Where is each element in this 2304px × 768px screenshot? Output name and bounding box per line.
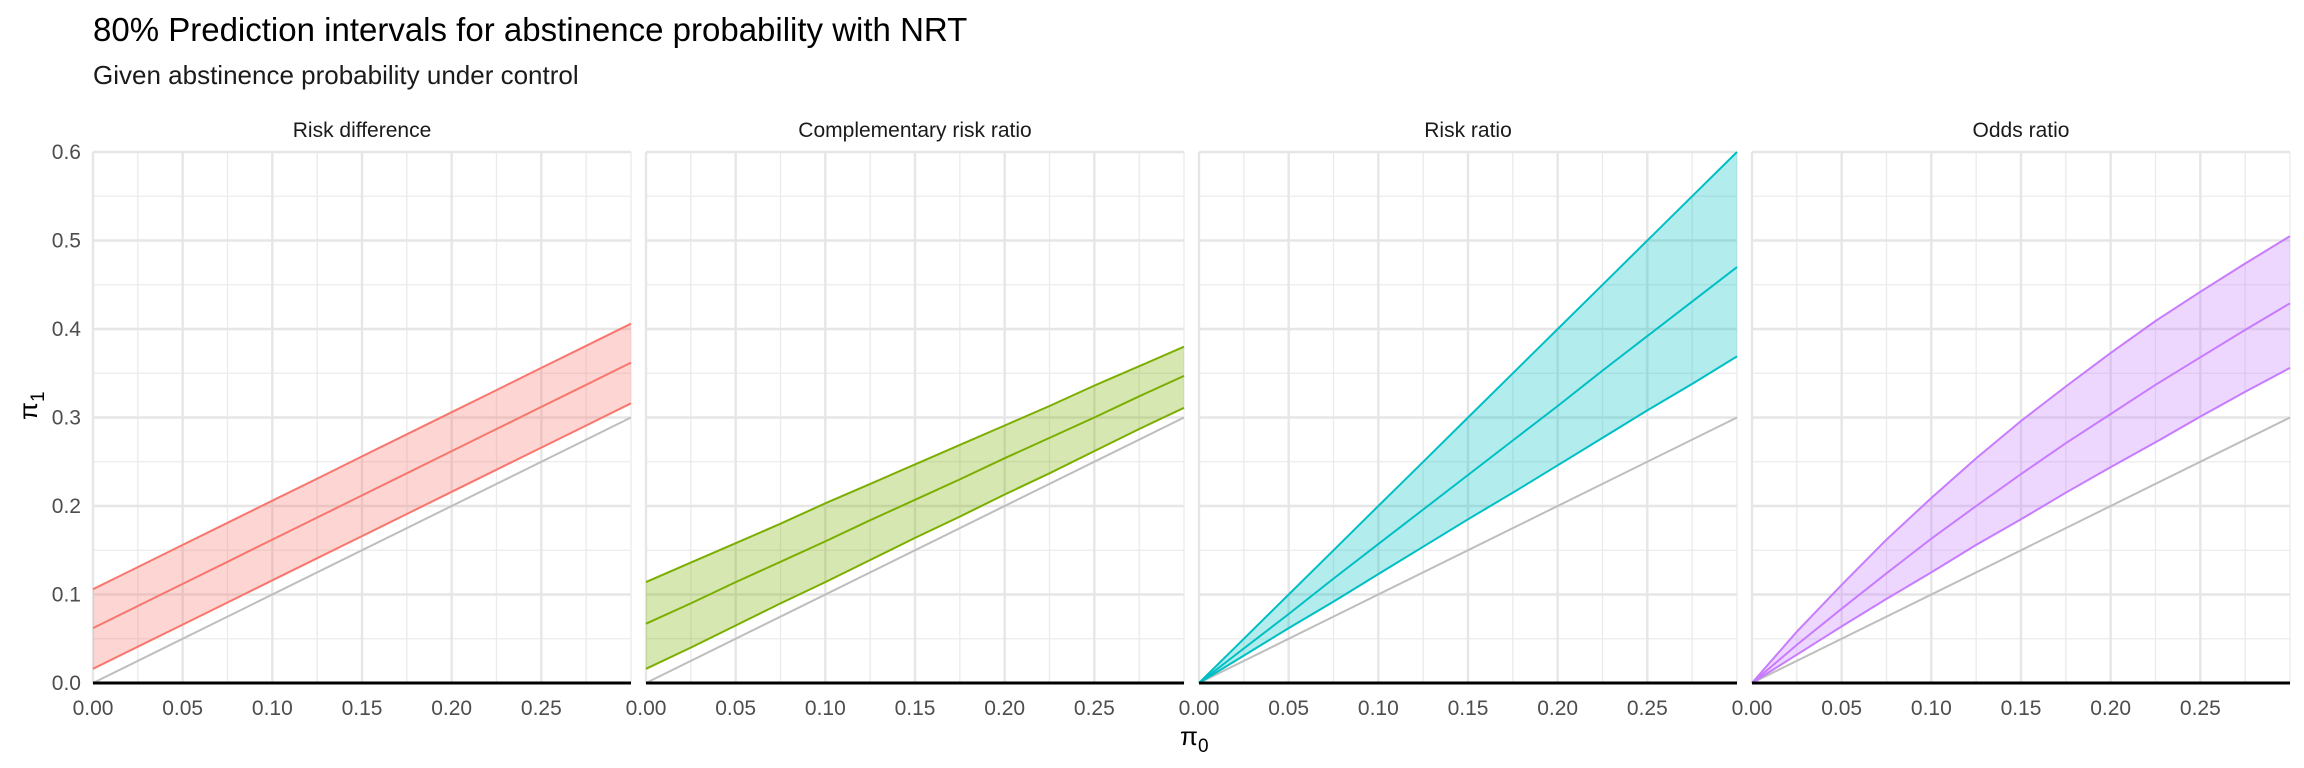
chart-subtitle: Given abstinence probability under contr… [93,60,579,90]
x-tick-label: 0.00 [1732,697,1773,720]
x-tick-label: 0.00 [1179,697,1220,720]
y-tick-label: 0.0 [52,672,81,695]
x-tick-label: 0.05 [715,697,756,720]
prediction-interval-band [1752,236,2290,683]
upper-bound-line [645,345,1185,584]
x-tick-label: 0.25 [2180,697,2221,720]
x-tick-label: 0.15 [2001,697,2042,720]
x-tick-label: 0.10 [1358,697,1399,720]
y-tick-label: 0.4 [52,318,82,341]
upper-bound-line [92,322,632,591]
upper-bound-line [1751,235,2291,684]
x-tick-label: 0.00 [626,697,667,720]
x-tick-label: 0.05 [162,697,203,720]
facet-panel-odds-ratio: Odds ratio 0.00 0.05 0.10 0.15 0.20 0.25 [1732,119,2291,720]
x-tick-label: 0.10 [805,697,846,720]
x-tick-label: 0.20 [431,697,472,720]
facet-panels: Risk difference 0.00 0.05 0.10 0.15 0.20 0.25 0… [52,119,2291,720]
upper-bound-line [1198,151,1738,684]
y-tick-label: 0.6 [52,141,81,164]
median-bound-line [1198,266,1738,684]
x-axis-title: π0 [1180,721,1209,757]
x-tick-label: 0.10 [1911,697,1952,720]
x-tick-label: 0.25 [1627,697,1668,720]
x-tick-label: 0.15 [895,697,936,720]
lower-bound-line [1198,355,1738,684]
facet-panel-complementary-risk-ratio: Complementary risk ratio 0.00 0.05 0.10 0.15… [626,119,1185,720]
y-tick-label: 0.1 [52,584,81,607]
median-bound-line [92,361,632,629]
lower-bound-line [1751,367,2291,684]
prediction-interval-band [646,346,1184,669]
x-tick-label: 0.25 [1074,697,1115,720]
identity-reference-line [645,416,1185,684]
facet-strip-label: Risk difference [293,119,432,142]
identity-reference-line [92,416,632,684]
facet-panel-risk-ratio: Risk ratio 0.00 0.05 0.10 0.15 0.20 0.25 [1179,119,1738,720]
median-bound-line [645,374,1185,625]
lower-bound-line [92,402,632,670]
identity-reference-line [1198,416,1738,684]
x-tick-label: 0.25 [521,697,562,720]
x-tick-label: 0.05 [1268,697,1309,720]
facet-strip-label: Odds ratio [1973,119,2070,142]
lower-bound-line [645,406,1185,670]
y-axis-title: π1 [13,391,49,420]
x-tick-label: 0.15 [342,697,383,720]
x-tick-label: 0.20 [1537,697,1578,720]
facet-panel-risk-difference: Risk difference 0.00 0.05 0.10 0.15 0.20 0.25 0… [52,119,632,720]
x-tick-label: 0.20 [2090,697,2131,720]
chart-title: 80% Prediction intervals for abstinence … [93,11,967,48]
y-tick-label: 0.5 [52,230,81,253]
x-tick-label: 0.00 [73,697,114,720]
facet-strip-label: Risk ratio [1424,119,1512,142]
median-bound-line [1751,302,2291,684]
x-tick-label: 0.05 [1821,697,1862,720]
facet-strip-label: Complementary risk ratio [798,119,1031,142]
x-tick-label: 0.20 [984,697,1025,720]
x-tick-label: 0.10 [252,697,293,720]
y-tick-label: 0.2 [52,495,81,518]
y-tick-label: 0.3 [52,407,81,430]
x-tick-label: 0.15 [1448,697,1489,720]
identity-reference-line [1751,416,2291,684]
